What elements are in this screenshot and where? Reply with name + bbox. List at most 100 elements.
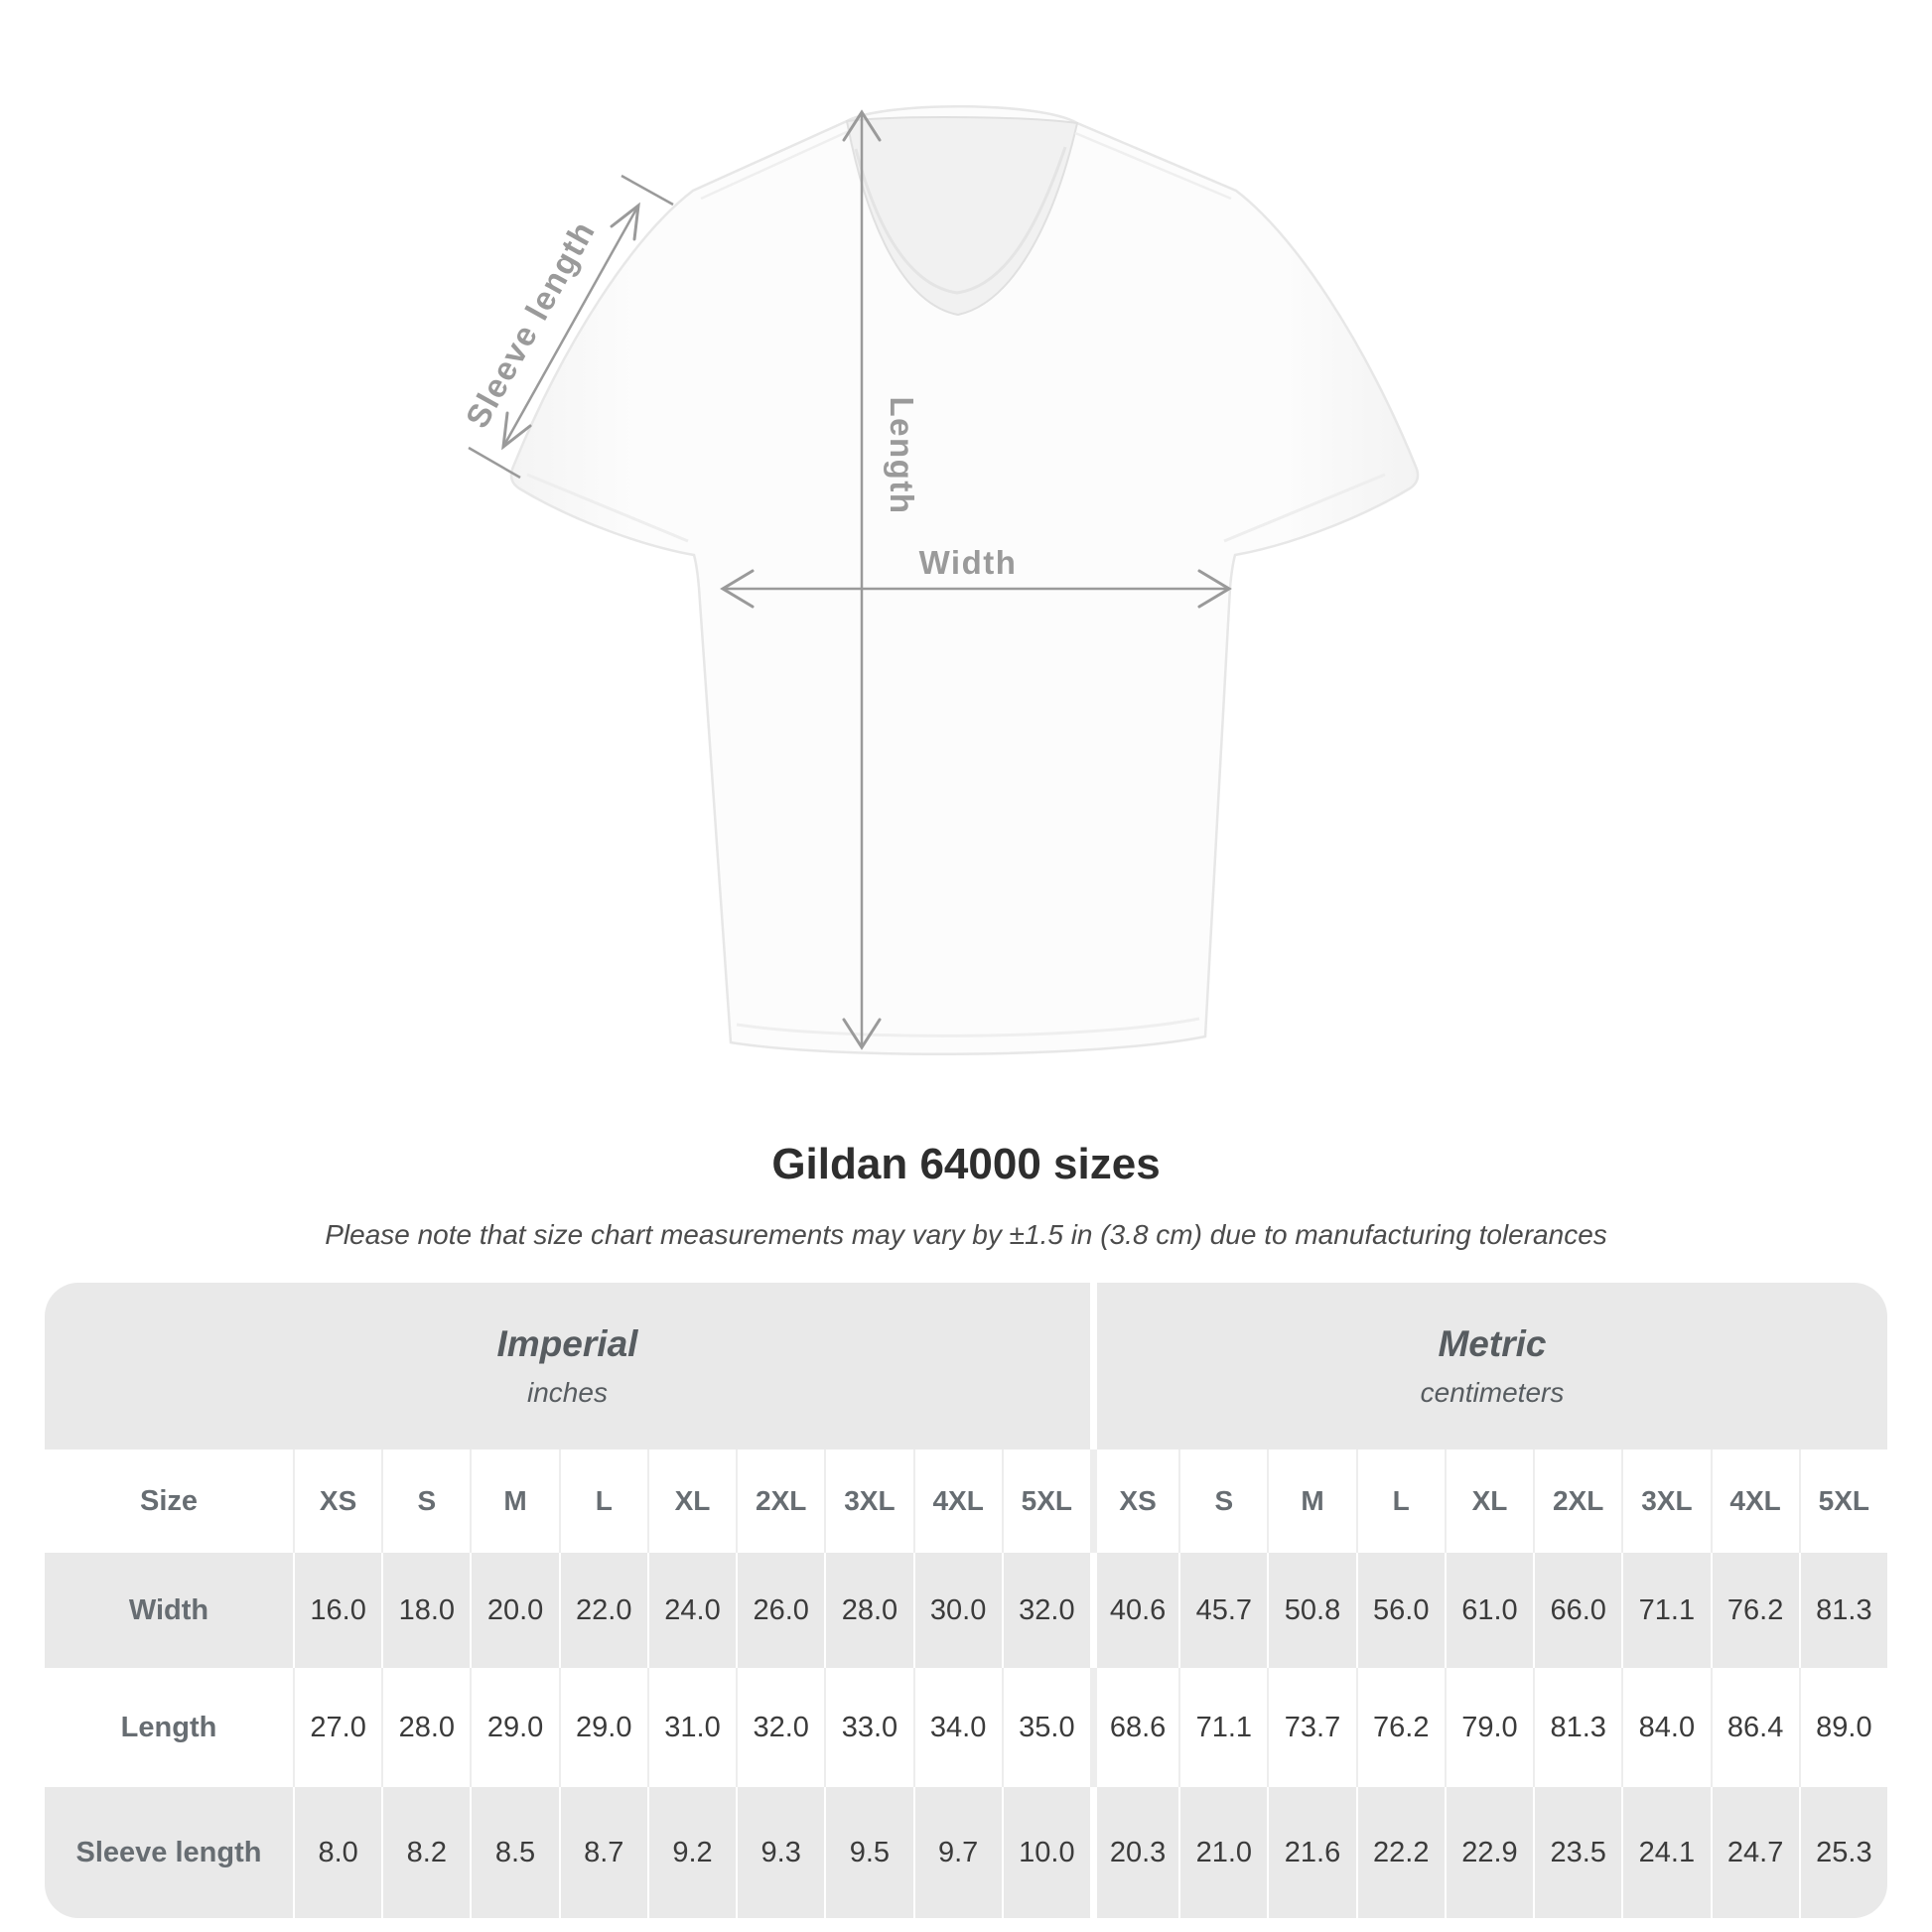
length-imperial-value: 35.0 <box>1001 1668 1090 1787</box>
collar-band <box>854 146 1067 295</box>
size-header-metric: L <box>1355 1449 1445 1553</box>
length-imperial-value: 32.0 <box>736 1668 825 1787</box>
sleeve-row-label: Sleeve length <box>45 1787 293 1918</box>
width-imperial-value: 32.0 <box>1001 1553 1090 1668</box>
length-imperial-value: 29.0 <box>558 1668 647 1787</box>
width-metric-value: 50.8 <box>1267 1553 1356 1668</box>
size-column-label: Size <box>45 1449 293 1553</box>
size-header-metric: 5XL <box>1798 1449 1887 1553</box>
shoulder-seam-left <box>700 129 850 201</box>
width-metric-value: 40.6 <box>1089 1553 1179 1668</box>
length-label: Length <box>884 397 920 515</box>
size-header-imperial: XL <box>646 1449 737 1553</box>
size-header-metric: S <box>1178 1449 1268 1553</box>
length-metric-value: 68.6 <box>1089 1668 1179 1787</box>
sleeve-metric-value: 20.3 <box>1089 1787 1179 1918</box>
sleeve-end-cap-top <box>621 174 674 207</box>
sleeve-arrowhead-bottom <box>501 411 532 451</box>
metric-title: Metric <box>1438 1323 1547 1364</box>
width-arrowhead-left <box>720 569 755 609</box>
metric-section-header: Metric centimeters <box>1089 1283 1887 1449</box>
size-table: Imperial inches Metric centimeters Size … <box>45 1283 1887 1918</box>
sleeve-length-row: Sleeve length 8.0 8.2 8.5 8.7 9.2 9.3 9.… <box>45 1787 1887 1918</box>
width-metric-value: 66.0 <box>1533 1553 1622 1668</box>
length-metric-value: 73.7 <box>1267 1668 1356 1787</box>
sleeve-dimension-line <box>501 205 640 448</box>
size-header-imperial: XS <box>293 1449 382 1553</box>
sleeve-imperial-value: 9.2 <box>646 1787 737 1918</box>
size-table-container: Imperial inches Metric centimeters Size … <box>45 1283 1887 1918</box>
width-imperial-value: 20.0 <box>470 1553 559 1668</box>
width-metric-value: 76.2 <box>1710 1553 1799 1668</box>
unit-header-row: Imperial inches Metric centimeters <box>45 1283 1887 1449</box>
length-metric-value: 81.3 <box>1533 1668 1622 1787</box>
tshirt-diagram: Sleeve length Length Width <box>458 105 1420 1055</box>
sleeve-imperial-value: 8.0 <box>293 1787 382 1918</box>
length-metric-value: 84.0 <box>1621 1668 1711 1787</box>
width-arrowhead-right <box>1197 569 1232 609</box>
page-title: Gildan 64000 sizes <box>771 1140 1161 1188</box>
width-metric-value: 71.1 <box>1621 1553 1711 1668</box>
sleeve-metric-value: 22.9 <box>1444 1787 1534 1918</box>
width-metric-value: 56.0 <box>1355 1553 1445 1668</box>
size-header-imperial: L <box>558 1449 647 1553</box>
sleeve-metric-value: 21.6 <box>1267 1787 1356 1918</box>
size-header-metric: XL <box>1444 1449 1534 1553</box>
sleeve-imperial-value: 9.5 <box>824 1787 913 1918</box>
metric-unit: centimeters <box>1420 1377 1565 1408</box>
sleeve-arrowhead-top <box>610 202 640 241</box>
length-metric-value: 76.2 <box>1355 1668 1445 1787</box>
width-metric-value: 81.3 <box>1798 1553 1887 1668</box>
width-imperial-value: 24.0 <box>646 1553 737 1668</box>
size-header-imperial: M <box>470 1449 559 1553</box>
width-imperial-value: 22.0 <box>558 1553 647 1668</box>
length-arrowhead-bottom <box>842 1018 882 1050</box>
width-metric-value: 61.0 <box>1444 1553 1534 1668</box>
length-metric-value: 89.0 <box>1798 1668 1887 1787</box>
size-header-metric: XS <box>1089 1449 1179 1553</box>
length-imperial-value: 31.0 <box>646 1668 737 1787</box>
collar-opening <box>845 116 1079 317</box>
length-arrowhead-top <box>842 109 882 142</box>
sleeve-metric-value: 23.5 <box>1533 1787 1622 1918</box>
length-imperial-value: 28.0 <box>381 1668 471 1787</box>
length-imperial-value: 34.0 <box>912 1668 1002 1787</box>
width-metric-value: 45.7 <box>1178 1553 1268 1668</box>
width-imperial-value: 16.0 <box>293 1553 382 1668</box>
size-header-metric: 3XL <box>1621 1449 1711 1553</box>
length-metric-value: 79.0 <box>1444 1668 1534 1787</box>
sleeve-imperial-value: 8.7 <box>558 1787 647 1918</box>
length-row: Length 27.0 28.0 29.0 29.0 31.0 32.0 33.… <box>45 1668 1887 1787</box>
size-header-imperial: 3XL <box>824 1449 913 1553</box>
sleeve-imperial-value: 10.0 <box>1001 1787 1090 1918</box>
sleeve-imperial-value: 8.2 <box>381 1787 471 1918</box>
width-imperial-value: 30.0 <box>912 1553 1002 1668</box>
length-metric-value: 71.1 <box>1178 1668 1268 1787</box>
sleeve-imperial-value: 8.5 <box>470 1787 559 1918</box>
length-imperial-value: 27.0 <box>293 1668 382 1787</box>
size-header-imperial: S <box>381 1449 471 1553</box>
sleeve-metric-value: 22.2 <box>1355 1787 1445 1918</box>
length-imperial-value: 33.0 <box>824 1668 913 1787</box>
bottom-hem-stitch <box>736 1017 1200 1037</box>
sleeve-metric-value: 25.3 <box>1798 1787 1887 1918</box>
sleeve-imperial-value: 9.7 <box>912 1787 1002 1918</box>
tshirt-outline <box>509 105 1420 1055</box>
size-header-imperial: 2XL <box>736 1449 825 1553</box>
width-imperial-value: 18.0 <box>381 1553 471 1668</box>
imperial-unit: inches <box>527 1377 608 1408</box>
size-header-imperial: 4XL <box>912 1449 1002 1553</box>
width-row: Width 16.0 18.0 20.0 22.0 24.0 26.0 28.0… <box>45 1553 1887 1668</box>
sleeve-metric-value: 24.7 <box>1710 1787 1799 1918</box>
size-header-metric: 4XL <box>1710 1449 1799 1553</box>
shoulder-seam-right <box>1074 131 1232 201</box>
size-header-metric: M <box>1267 1449 1356 1553</box>
length-metric-value: 86.4 <box>1710 1668 1799 1787</box>
sleeve-metric-value: 24.1 <box>1621 1787 1711 1918</box>
width-row-label: Width <box>45 1553 293 1668</box>
width-imperial-value: 28.0 <box>824 1553 913 1668</box>
length-row-label: Length <box>45 1668 293 1787</box>
size-header-row: Size XS S M L XL 2XL 3XL 4XL 5XL XS S M … <box>45 1449 1887 1553</box>
length-imperial-value: 29.0 <box>470 1668 559 1787</box>
